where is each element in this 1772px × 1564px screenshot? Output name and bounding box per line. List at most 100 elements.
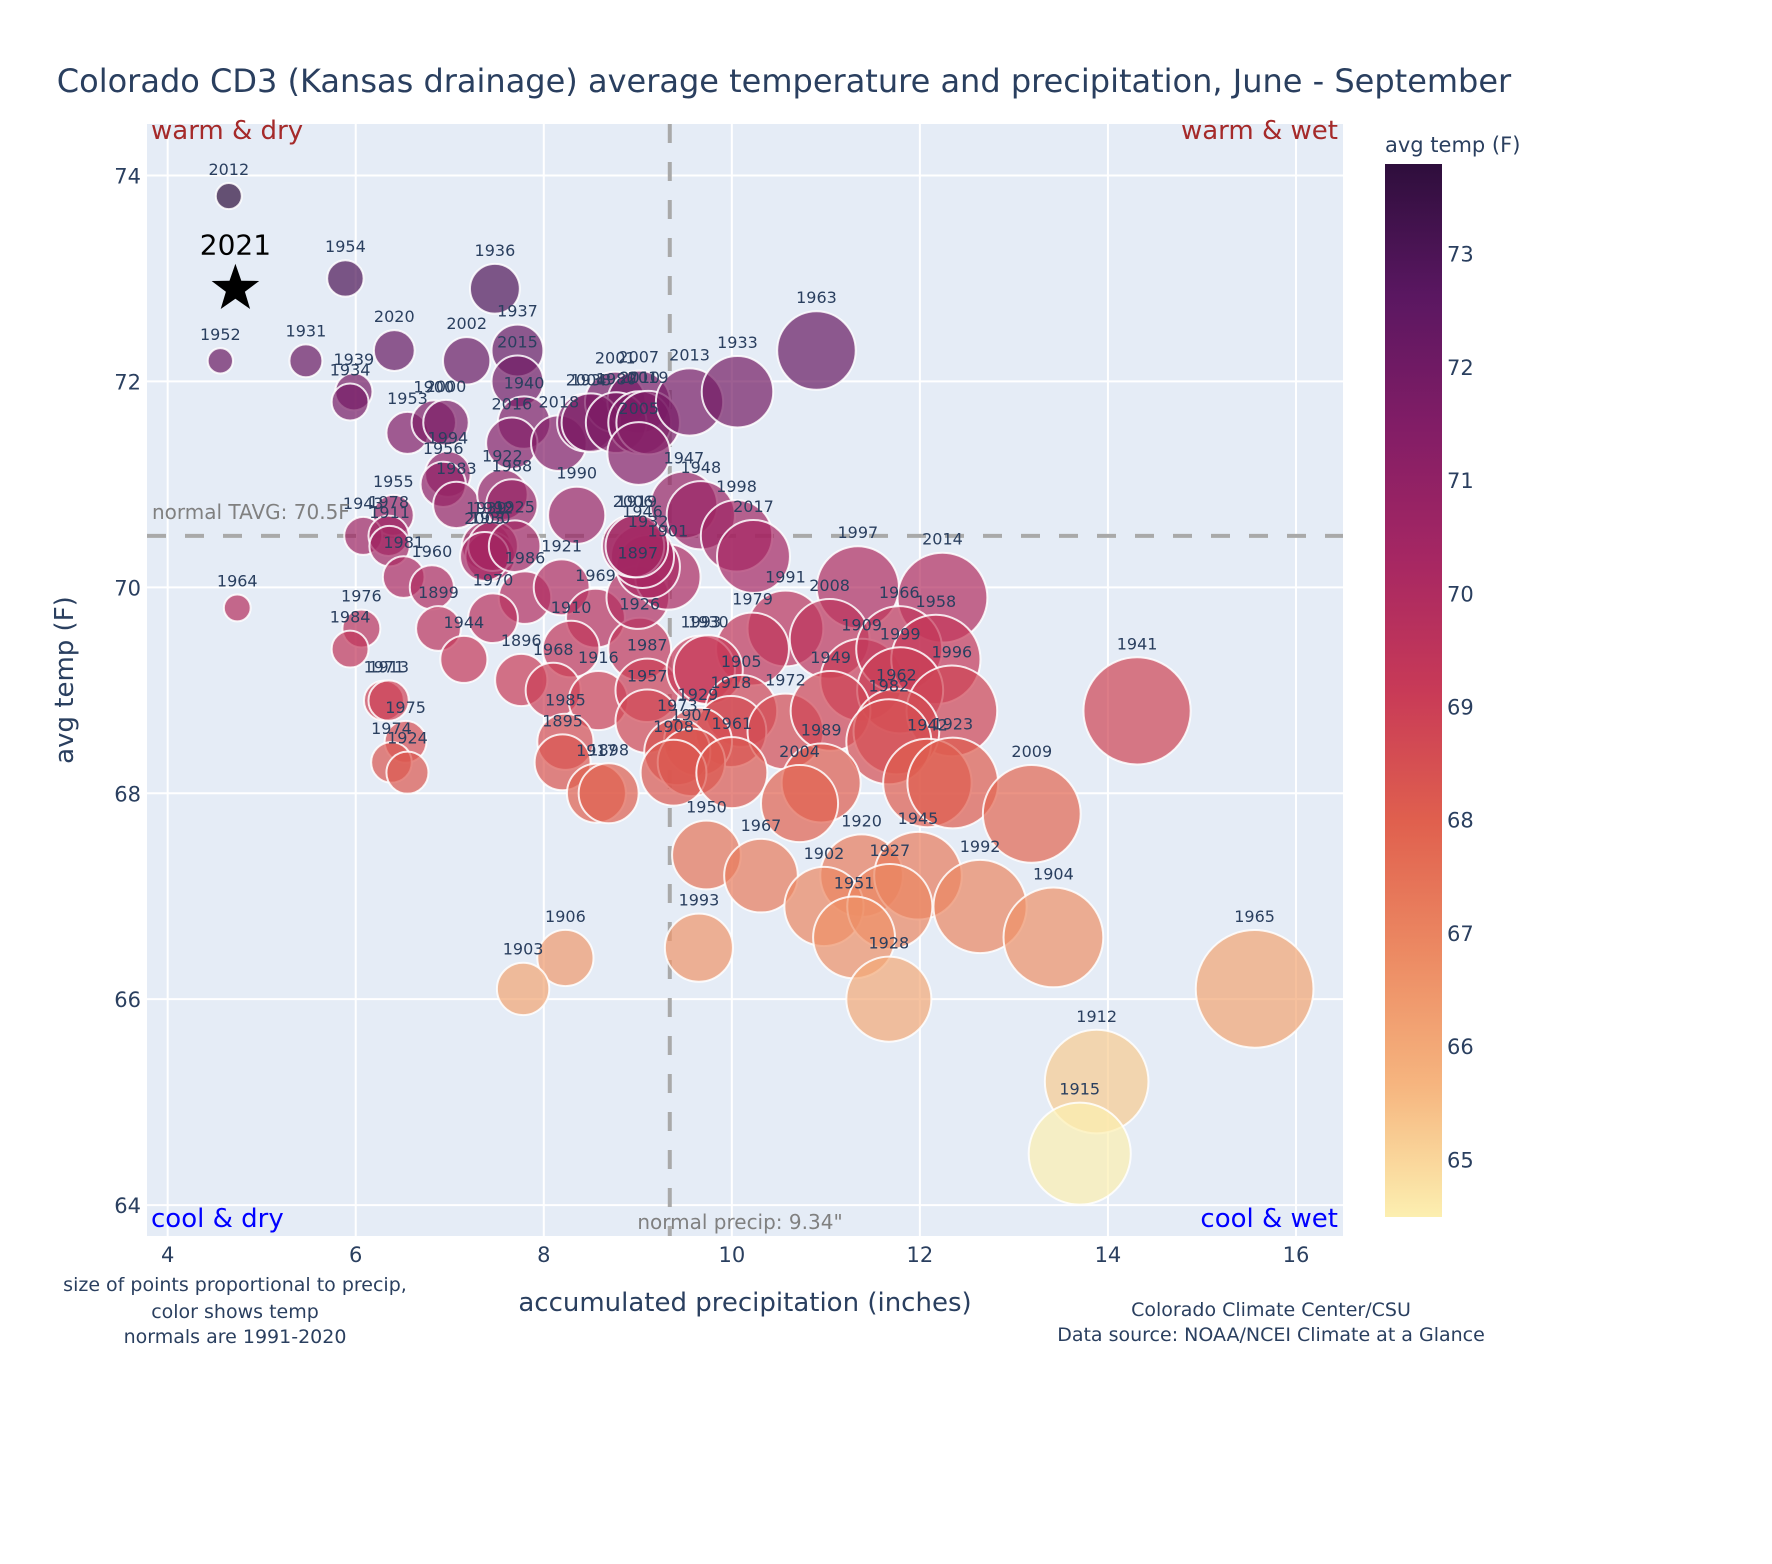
point-label: 1993 [680,613,721,632]
x-tick-label: 8 [537,1243,550,1267]
point-label: 1953 [387,389,428,408]
point-label: 2007 [618,348,659,367]
point-label: 2009 [1011,742,1052,761]
point-label: 1921 [541,536,582,555]
point-label: 1975 [385,698,426,717]
colorbar-tick-label: 68 [1447,809,1474,833]
colorbar-tick-label: 73 [1447,243,1474,267]
point-label: 1949 [810,648,851,667]
y-axis-title: avg temp (F) [50,596,80,764]
point-label: 1932 [628,512,669,531]
point-label: 1912 [1076,1007,1117,1026]
point-label: 1922 [482,446,523,465]
point-label: 1998 [716,477,757,496]
point-label: 1985 [545,691,586,710]
point-label: 1989 [801,720,842,739]
point-label: 2014 [922,530,963,549]
credit-line: Colorado Climate Center/CSU [1131,1299,1411,1321]
point-label: 1972 [765,671,806,690]
data-point-2002 [442,336,492,386]
point-label: 1897 [617,543,658,562]
point-label: 1966 [879,583,920,602]
x-axis-ticks: 4 6 8 10 12 14 16 [161,1243,1309,1267]
point-label: 1907 [671,706,712,725]
highlight-label: 2021 [200,229,271,262]
data-point-1924 [385,750,430,795]
point-label: 2018 [538,392,579,411]
point-label: 1952 [200,325,241,344]
point-label: 1968 [533,640,574,659]
point-label: 1941 [1117,634,1158,653]
point-label: 1956 [423,439,464,458]
data-point-1941 [1082,656,1192,766]
data-point-2012 [214,182,243,211]
data-point-1954 [326,259,365,298]
point-label: 1926 [619,595,660,614]
data-point-1931 [288,343,324,379]
y-tick-label: 66 [114,988,141,1012]
point-label: 1961 [711,714,752,733]
point-label: 2010 [619,368,660,387]
colorbar-tick-label: 69 [1447,695,1474,719]
star-icon [211,263,260,309]
point-label: 1992 [960,837,1001,856]
data-point-2004 [760,764,840,844]
y-tick-label: 70 [114,576,141,600]
data-point-2017 [715,518,791,594]
data-point-1970 [467,592,519,645]
data-point-1934 [330,382,370,422]
data-point-2020 [372,329,416,372]
point-label: 1904 [1033,865,1074,884]
point-label: 1937 [497,302,538,321]
y-tick-label: 74 [114,164,141,188]
colorbar-title: avg temp (F) [1385,133,1520,157]
data-point-2005 [606,421,672,486]
point-label: 1988 [491,456,532,475]
colorbar-tick-label: 70 [1447,582,1474,606]
point-label: 1980 [596,369,637,388]
point-label: 1976 [341,587,382,606]
point-label: 2000 [426,377,467,396]
point-label: 1973 [657,696,698,715]
point-label: 2004 [779,742,820,761]
point-label: 1917 [576,741,617,760]
data-point-1915 [1027,1101,1132,1206]
colorbar-tick-label: 65 [1447,1148,1474,1172]
x-tick-label: 12 [907,1243,934,1267]
point-label: 1984 [330,608,371,627]
point-label: 2005 [618,399,659,418]
point-label: 1919 [617,492,658,511]
data-point-1904 [1002,886,1105,989]
colorbar-gradient [1385,164,1442,1217]
x-tick-label: 10 [718,1243,745,1267]
data-points [206,182,1315,1206]
point-label: 1930 [470,509,511,528]
x-tick-label: 14 [1095,1243,1122,1267]
point-label: 2006 [613,492,654,511]
point-label: 2002 [446,314,487,333]
quadrant-label-cool-wet: cool & wet [1200,1204,1338,1234]
point-label: 2012 [208,160,249,179]
point-label: 1970 [473,570,514,589]
chart-title: Colorado CD3 (Kansas drainage) average t… [57,62,1512,100]
point-label: 1896 [501,631,542,650]
point-label: 2016 [491,395,532,414]
x-tick-label: 16 [1283,1243,1310,1267]
point-label: 1916 [578,648,619,667]
point-label: 1962 [876,666,917,685]
point-label: 2004 [566,371,607,390]
point-label: 1994 [428,428,469,447]
point-label: 1908 [653,717,694,736]
point-label: 1958 [916,592,957,611]
point-label: 1920 [841,811,882,830]
point-label: 1967 [741,816,782,835]
point-label: 1924 [387,729,428,748]
point-label: 1957 [627,666,668,685]
point-label: 1903 [503,940,544,959]
point-label: 1971 [364,658,405,677]
point-labels: 2012195219541931193919342020193620021937… [200,160,1275,1099]
point-label: 1909 [841,616,882,635]
data-point-1990 [547,485,607,545]
data-point-1964 [222,593,252,623]
point-label: 1939 [466,499,507,518]
